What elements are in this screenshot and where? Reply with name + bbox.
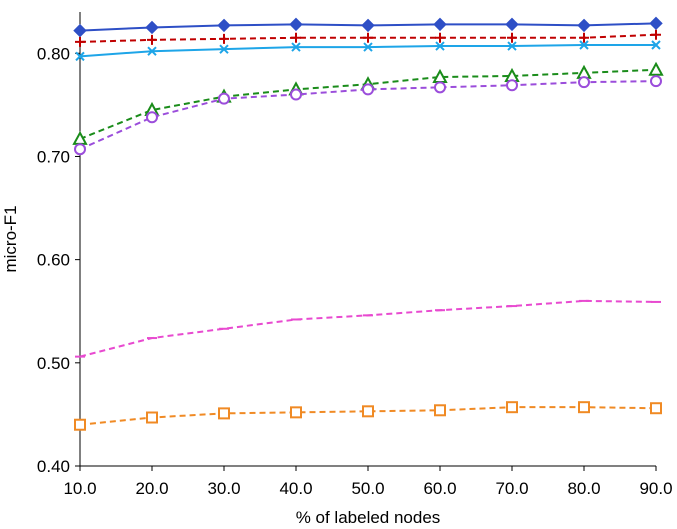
series-4: [72, 61, 664, 145]
data-point-plus: [507, 32, 517, 43]
y-tick-label: 0.50: [37, 354, 70, 373]
data-point-diamond: [73, 23, 87, 38]
data-point-circle: [74, 143, 86, 156]
data-point-x: [363, 42, 373, 52]
data-point-x: [291, 42, 301, 52]
data-point-square: [578, 401, 590, 414]
x-tick-label: 20.0: [135, 479, 168, 498]
data-point-square: [434, 404, 446, 417]
series-2: [75, 29, 661, 47]
y-tick-label: 0.60: [37, 251, 70, 270]
data-point-square: [362, 405, 374, 418]
data-point-diamond: [145, 20, 159, 35]
data-point-square: [506, 401, 518, 414]
x-tick-label: 70.0: [495, 479, 528, 498]
data-point-x: [147, 46, 157, 56]
data-point-square: [146, 411, 158, 424]
data-point-circle: [506, 79, 518, 92]
y-tick-label: 0.40: [37, 457, 70, 476]
series-line: [79, 80, 657, 151]
data-point-plus: [219, 33, 229, 44]
data-point-triangle: [648, 61, 664, 76]
series-6: [75, 299, 661, 358]
x-tick-label: 50.0: [351, 479, 384, 498]
series-line: [79, 299, 657, 358]
data-point-diamond: [217, 18, 231, 33]
data-point-plus: [75, 36, 85, 47]
data-point-square: [290, 406, 302, 419]
x-tick-label: 90.0: [639, 479, 672, 498]
data-point-diamond: [361, 18, 375, 33]
data-point-plus: [291, 32, 301, 43]
x-ticks: 10.0 20.0 30.0 40.0 50.0 60.0 70.0 80.0 90.0: [63, 466, 673, 498]
series-7: [74, 401, 662, 431]
x-tick-label: 40.0: [279, 479, 312, 498]
data-point-diamond: [289, 17, 303, 32]
data-point-x: [75, 51, 85, 62]
y-tick-label: 0.70: [37, 147, 70, 166]
series-5: [74, 75, 662, 156]
data-point-diamond: [505, 17, 519, 32]
data-point-circle: [146, 111, 158, 124]
data-point-square: [650, 402, 662, 415]
series-layer: [72, 16, 664, 431]
data-point-triangle: [72, 130, 88, 145]
data-point-circle: [362, 83, 374, 96]
series-line: [79, 406, 657, 426]
data-point-x: [507, 41, 517, 51]
data-point-circle: [650, 75, 662, 88]
data-point-diamond: [577, 18, 591, 33]
data-point-plus: [579, 32, 589, 43]
data-point-plus: [651, 29, 661, 40]
data-point-plus: [147, 34, 157, 45]
data-point-plus: [435, 32, 445, 43]
data-point-x: [579, 40, 589, 50]
data-point-x: [435, 41, 445, 51]
x-tick-label: 10.0: [63, 479, 96, 498]
data-point-x: [219, 44, 229, 54]
data-point-x: [651, 40, 661, 50]
x-tick-label: 80.0: [567, 479, 600, 498]
data-point-square: [218, 407, 230, 420]
data-point-circle: [218, 92, 230, 105]
series-line: [79, 33, 657, 43]
data-point-diamond: [433, 17, 447, 32]
x-tick-label: 60.0: [423, 479, 456, 498]
data-point-plus: [363, 32, 373, 43]
x-axis-title: % of labeled nodes: [296, 508, 441, 527]
data-point-circle: [290, 88, 302, 101]
y-axis-title: micro-F1: [1, 205, 20, 272]
y-ticks: 0.40 0.50 0.60 0.70 0.80: [37, 44, 80, 476]
x-tick-label: 30.0: [207, 479, 240, 498]
data-point-square: [74, 418, 86, 431]
series-3: [75, 40, 661, 62]
data-point-circle: [578, 76, 590, 89]
y-tick-label: 0.80: [37, 44, 70, 63]
data-point-diamond: [649, 16, 663, 31]
series-1: [73, 16, 663, 38]
data-point-circle: [434, 81, 446, 94]
